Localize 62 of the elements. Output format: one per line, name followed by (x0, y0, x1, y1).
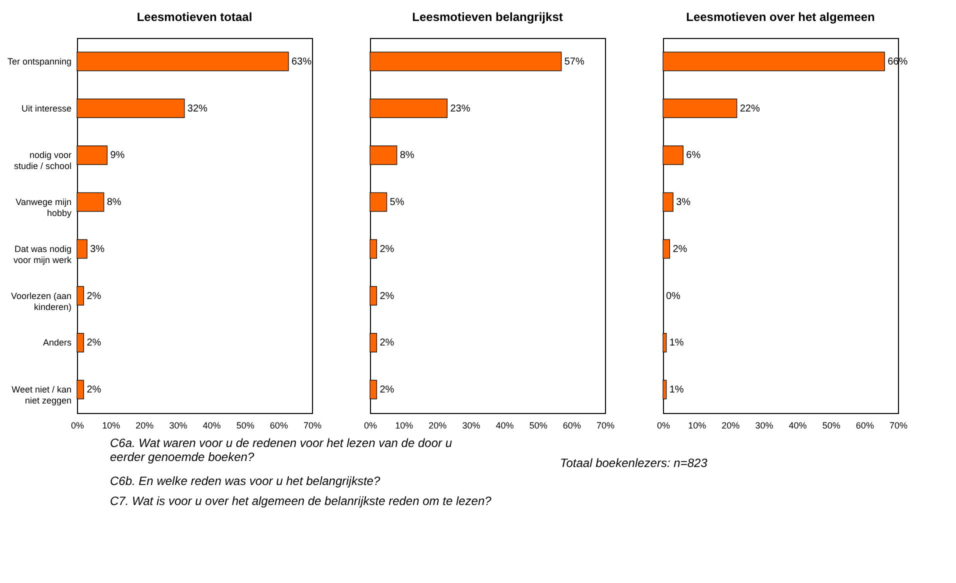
text: Totaal boekenlezers: n=823 (560, 456, 708, 470)
x-tick-label: 30% (462, 420, 480, 430)
data-label: 5% (390, 197, 404, 208)
x-tick-label: 40% (788, 420, 807, 430)
data-label: 6% (686, 150, 701, 162)
data-label: 3% (676, 197, 691, 208)
y-tick-label: Weet niet / kan niet zeggen (12, 384, 72, 406)
data-label: 23% (450, 103, 470, 114)
x-tick-label: 70% (596, 420, 615, 430)
x-tick-label: 0% (364, 420, 378, 430)
chart-title: Leesmotieven over het algemeen (686, 10, 875, 24)
data-label: 3% (90, 244, 105, 255)
data-label: 0% (666, 290, 681, 302)
chart-title: Leesmotieven totaal (136, 10, 252, 24)
x-tick-label: 70% (303, 420, 322, 430)
data-label: 9% (110, 150, 125, 162)
y-tick-label: Anders (42, 338, 72, 348)
data-label: 1% (669, 384, 684, 396)
x-tick-label: 10% (102, 420, 120, 430)
x-tick-label: 0% (656, 420, 670, 430)
text: C7. Wat is voor u over het algemeen de belanrijkste reden om te lezen? (110, 494, 492, 508)
x-tick-label: 30% (755, 420, 774, 430)
x-tick-label: 0% (70, 420, 84, 430)
x-tick-label: 50% (236, 420, 254, 430)
data-label: 2% (380, 244, 394, 255)
x-tick-label: 60% (270, 420, 288, 430)
x-tick-label: 40% (496, 420, 514, 430)
data-label: 22% (740, 103, 760, 114)
data-label: 2% (380, 384, 394, 396)
data-label: 2% (380, 338, 394, 349)
y-tick-label: Dat was nodig voor mijn werk (13, 244, 72, 265)
x-tick-label: 50% (822, 420, 840, 430)
data-label: 63% (292, 56, 312, 68)
text: C6a. Wat waren voor u de redenen voor het lezen van de door u eerder genoemde boeken? (110, 436, 453, 464)
data-label: 2% (86, 338, 102, 349)
y-tick-label: Vanwege mijn hobby (16, 197, 72, 218)
text: C6b. En welke reden was voor u het belangrijkste? (110, 474, 382, 488)
x-tick-label: 70% (889, 420, 908, 430)
data-label: 8% (106, 197, 122, 208)
x-tick-label: 20% (722, 420, 740, 430)
y-tick-label: Voorlezen (aan kinderen) (10, 290, 72, 312)
x-tick-label: 20% (136, 420, 154, 430)
x-tick-label: 60% (856, 420, 874, 430)
y-tick-label: nodig voor studie / school (14, 150, 72, 172)
x-tick-label: 50% (529, 420, 548, 430)
data-label: 1% (669, 338, 684, 349)
x-tick-label: 30% (169, 420, 188, 430)
data-label: 32% (187, 103, 208, 114)
data-label: 2% (380, 290, 394, 302)
data-label: 2% (672, 244, 688, 255)
data-label: 8% (400, 150, 414, 162)
x-tick-label: 20% (428, 420, 447, 430)
chart-title: Leesmotieven belangrijkst (412, 10, 563, 24)
x-tick-label: 10% (688, 420, 706, 430)
x-tick-label: 40% (202, 420, 221, 430)
data-label: 2% (86, 384, 102, 396)
data-label: 2% (86, 290, 102, 302)
y-tick-label: Ter ontspanning (7, 56, 72, 66)
y-tick-label: Uit interesse (21, 103, 72, 114)
x-tick-label: 10% (395, 420, 414, 430)
x-tick-label: 60% (562, 420, 581, 430)
data-label: 57% (564, 56, 584, 68)
